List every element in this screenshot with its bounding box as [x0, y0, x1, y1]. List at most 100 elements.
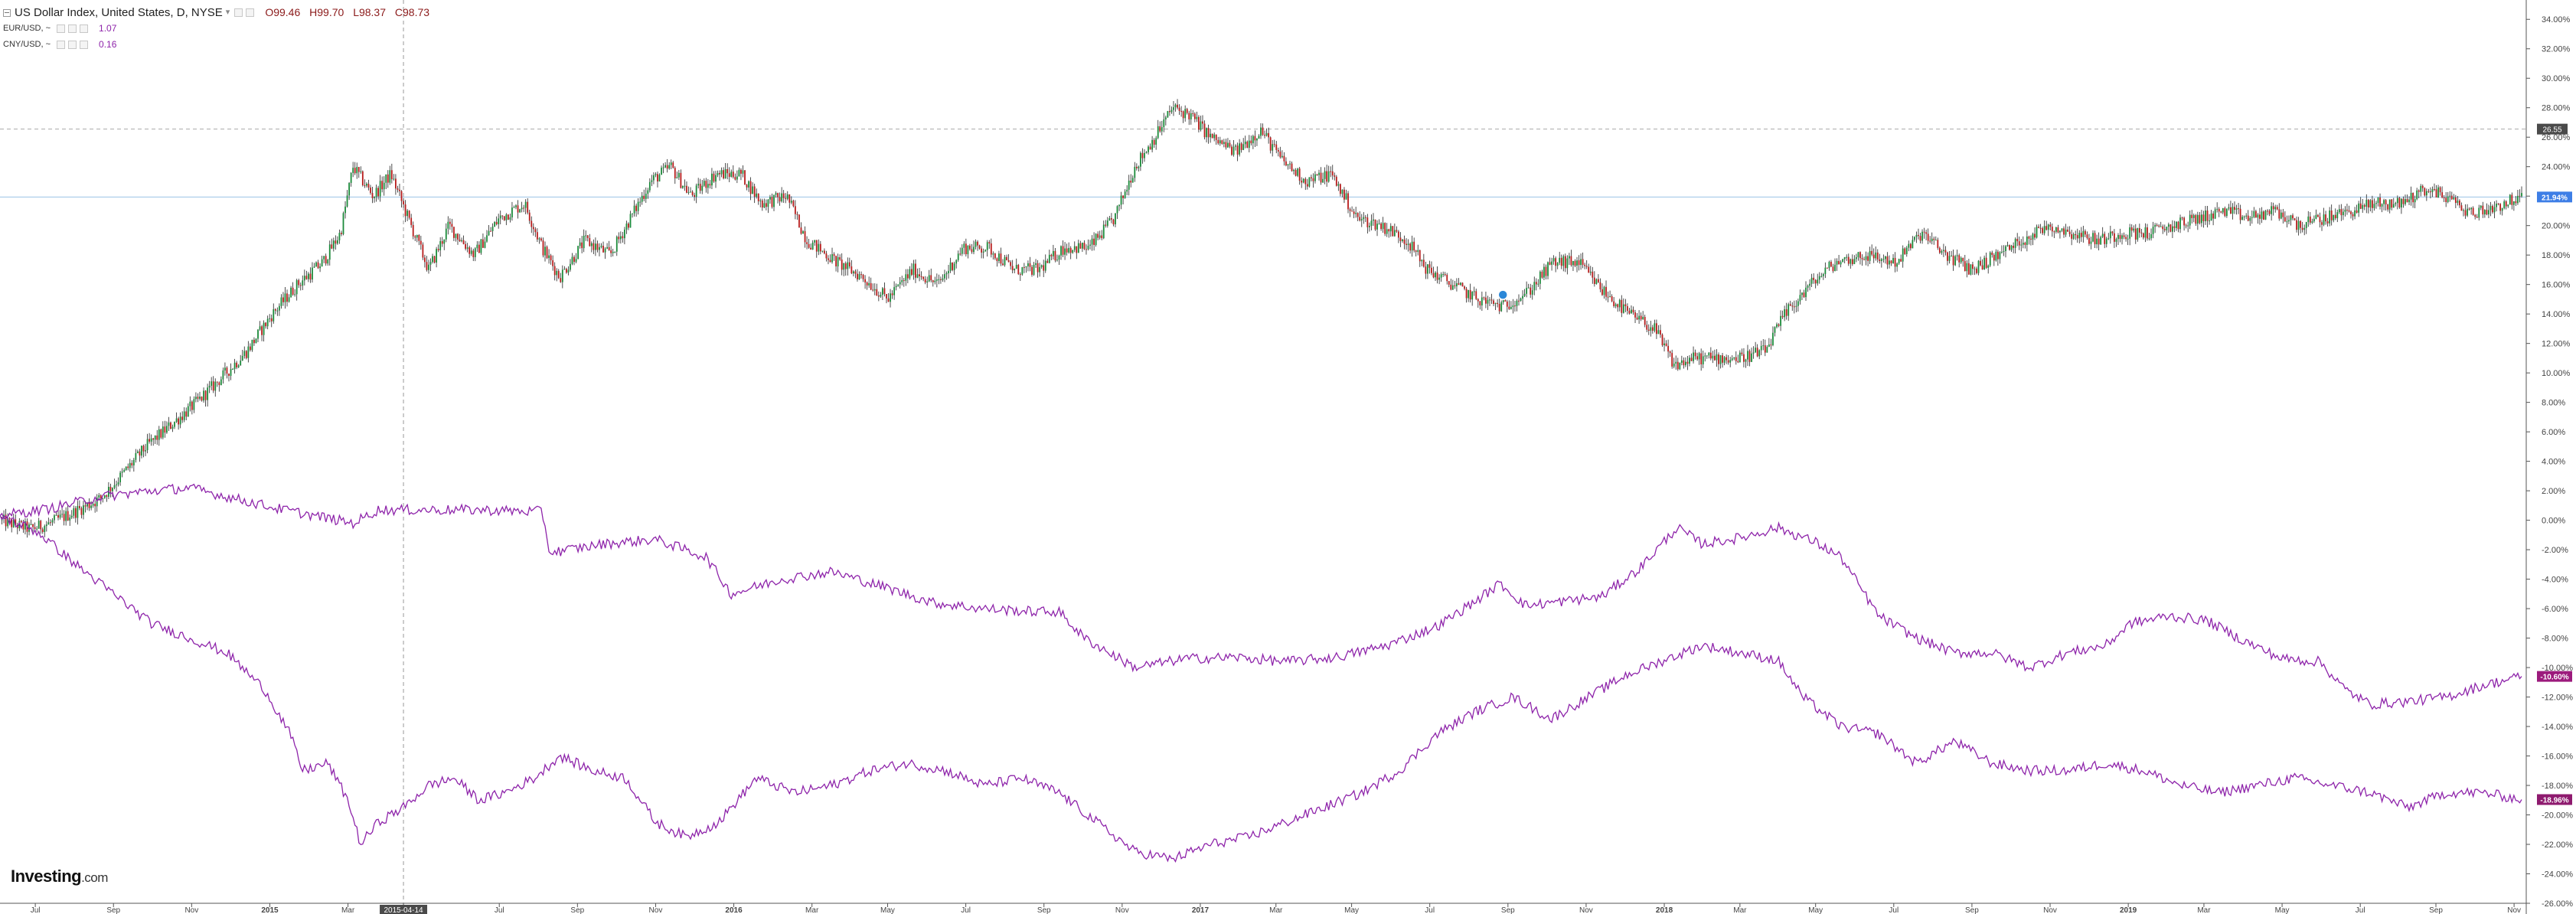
candle-body	[100, 495, 102, 499]
visibility-icon[interactable]	[57, 24, 66, 33]
candle-body	[1657, 330, 1660, 335]
candle-body	[1229, 142, 1231, 147]
time-axis[interactable]: Jul Sep Nov 2015 Mar 2015-04-14 Jul Sep Nov 2016 M…	[0, 903, 2526, 914]
candle-body	[552, 260, 554, 266]
candle-body	[546, 246, 548, 259]
x-tick-label: Mar	[1733, 906, 1747, 914]
candlestick-series[interactable]	[1, 99, 2522, 538]
candle-body	[45, 524, 47, 527]
candle-body	[1178, 107, 1180, 111]
candle-body	[49, 522, 51, 524]
candle-body	[965, 243, 967, 255]
candle-body	[1613, 301, 1615, 306]
candle-body	[1240, 143, 1242, 150]
settings-icon[interactable]	[68, 41, 77, 49]
candle-body	[360, 171, 362, 172]
candle-body	[1272, 144, 1274, 151]
candle-body	[1725, 357, 1728, 361]
candle-body	[1886, 256, 1889, 265]
candle-body	[2336, 212, 2339, 219]
settings-icon[interactable]	[234, 8, 243, 17]
candle-body	[1050, 254, 1053, 256]
candle-body	[732, 171, 734, 178]
candle-body	[90, 505, 92, 508]
candle-body	[1000, 253, 1002, 264]
candle-body	[406, 211, 409, 217]
candle-body	[69, 517, 71, 521]
candle-body	[901, 279, 903, 282]
series-line-cny-usd[interactable]	[0, 515, 2522, 863]
candle-body	[1712, 355, 1714, 359]
candle-body	[2460, 205, 2463, 211]
candle-body	[2045, 226, 2048, 230]
candle-body	[1696, 356, 1699, 360]
candle-body	[1033, 264, 1035, 275]
candle-body	[2225, 208, 2228, 217]
candle-body	[399, 189, 400, 191]
candle-body	[585, 235, 587, 237]
visibility-icon[interactable]	[57, 41, 66, 49]
candle-body	[920, 276, 922, 278]
close-icon[interactable]	[80, 41, 89, 49]
legend-main-row[interactable]: US Dollar Index, United States, D, NYSE …	[3, 5, 436, 21]
candle-body	[2201, 214, 2202, 224]
candle-body	[2080, 233, 2082, 237]
candle-body	[573, 256, 575, 263]
candle-body	[1962, 257, 1964, 262]
y-tick-label: 4.00%	[2542, 458, 2565, 467]
chevron-down-icon[interactable]: ▾	[225, 8, 230, 17]
y-tick-label: 2.00%	[2542, 487, 2565, 496]
candle-body	[1850, 259, 1852, 264]
event-marker-icon[interactable]	[1497, 289, 1508, 300]
candle-body	[1638, 315, 1640, 320]
candle-body	[2459, 201, 2460, 206]
candle-body	[953, 263, 955, 270]
candle-body	[1473, 291, 1475, 292]
candle-body	[429, 262, 432, 265]
candle-body	[893, 287, 896, 295]
crosshair-date-badge	[380, 905, 428, 914]
candle-body	[341, 233, 342, 234]
legend-overlay-row-eur[interactable]: EUR/USD, ~ 1.07	[3, 21, 436, 37]
series-line-eur-usd[interactable]	[0, 483, 2522, 710]
candle-body	[581, 242, 583, 249]
candle-body	[1768, 344, 1770, 348]
settings-icon[interactable]	[68, 24, 77, 33]
candle-body	[806, 242, 808, 244]
legend-overlay-row-cny[interactable]: CNY/USD, ~ 0.16	[3, 37, 436, 53]
candle-body	[2059, 230, 2061, 233]
close-icon[interactable]	[246, 8, 255, 17]
candle-body	[152, 438, 155, 440]
candle-body	[470, 250, 472, 254]
candle-body	[575, 259, 577, 263]
collapse-legend-icon[interactable]	[3, 8, 11, 17]
candle-body	[1508, 306, 1510, 309]
candle-body	[1215, 134, 1217, 140]
candle-body	[1970, 264, 1972, 275]
price-axis[interactable]: 34.00%32.00%30.00%28.00%26.00%24.00%22.0…	[2525, 0, 2573, 914]
candle-body	[1483, 297, 1485, 299]
candle-body	[1374, 219, 1376, 230]
candle-body	[290, 287, 292, 298]
candle-body	[2430, 191, 2431, 193]
candle-body	[439, 241, 442, 250]
close-value: C98.73	[394, 6, 430, 18]
candle-body	[1788, 304, 1790, 316]
candle-body	[1991, 252, 1993, 256]
candle-body	[422, 244, 424, 258]
candle-body	[2521, 193, 2522, 197]
candle-body	[365, 184, 367, 186]
candle-body	[981, 248, 983, 253]
candle-body	[788, 194, 791, 203]
x-tick-label: Sep	[2429, 906, 2443, 914]
candle-body	[1097, 233, 1099, 238]
candle-body	[1177, 104, 1178, 108]
candle-body	[538, 238, 540, 240]
y-tick-label: -24.00%	[2542, 870, 2573, 880]
candle-body	[1497, 302, 1499, 304]
candle-body	[1559, 257, 1561, 263]
candle-body	[1159, 126, 1161, 132]
candle-body	[1785, 308, 1788, 316]
close-icon[interactable]	[80, 24, 89, 33]
